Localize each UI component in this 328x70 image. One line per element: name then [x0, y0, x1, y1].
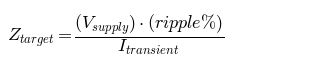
- Text: $Z_{target} = \dfrac{(V_{supply}) \cdot (ripple\%)}{I_{transient}}$: $Z_{target} = \dfrac{(V_{supply}) \cdot …: [7, 13, 224, 57]
